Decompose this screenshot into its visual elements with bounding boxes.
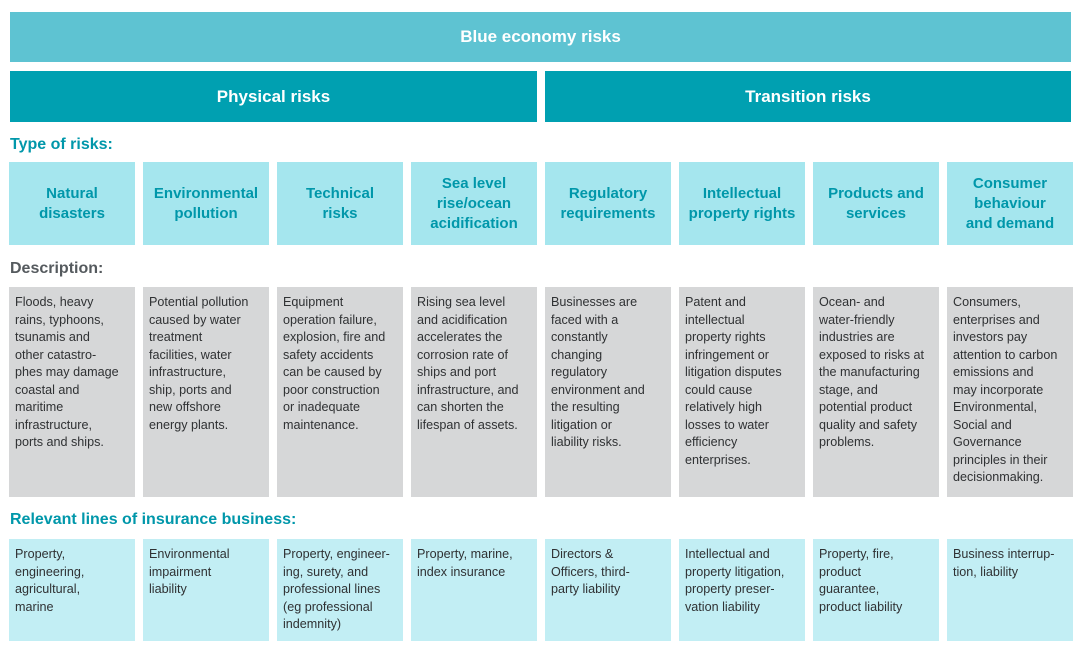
lines-products-and-services: Property, fire, product guarantee, produ… [813,539,939,641]
description-label: Description: [10,260,104,277]
type-of-risks-label: Type of risks: [10,136,113,153]
lines-intellectual-property: Intellectual and property litigation, pr… [679,539,805,641]
description-products-and-services: Ocean- and water-friendly industries are… [813,287,939,497]
relevant-lines-label: Relevant lines of insurance business: [10,511,297,528]
type-environmental-pollution: Environmental pollution [143,162,269,245]
type-products-and-services: Products and services [813,162,939,245]
description-consumer-behaviour: Consumers, enterprises and investors pay… [947,287,1073,497]
description-regulatory-requirements: Businesses are faced with a constantly c… [545,287,671,497]
lines-natural-disasters: Property, engineering, agricultural, mar… [9,539,135,641]
lines-environmental-pollution: Environmental impairment liability [143,539,269,641]
physical-risks-header: Physical risks [10,71,537,122]
type-consumer-behaviour: Consumer behaviour and demand [947,162,1073,245]
description-intellectual-property: Patent and intellectual property rights … [679,287,805,497]
description-technical-risks: Equipment operation failure, explosion, … [277,287,403,497]
description-environmental-pollution: Potential pollution caused by water trea… [143,287,269,497]
type-technical-risks: Technical risks [277,162,403,245]
lines-consumer-behaviour: Business interrup- tion, liability [947,539,1073,641]
type-sea-level-rise: Sea level rise/ocean acidification [411,162,537,245]
transition-risks-header: Transition risks [545,71,1071,122]
diagram-title: Blue economy risks [10,12,1071,62]
type-regulatory-requirements: Regulatory requirements [545,162,671,245]
lines-regulatory-requirements: Directors & Officers, third- party liabi… [545,539,671,641]
lines-technical-risks: Property, engineer- ing, surety, and pro… [277,539,403,641]
lines-sea-level-rise: Property, marine, index insurance [411,539,537,641]
description-natural-disasters: Floods, heavy rains, typhoons, tsunamis … [9,287,135,497]
type-natural-disasters: Natural disasters [9,162,135,245]
description-sea-level-rise: Rising sea level and acidification accel… [411,287,537,497]
type-intellectual-property: Intellectual property rights [679,162,805,245]
